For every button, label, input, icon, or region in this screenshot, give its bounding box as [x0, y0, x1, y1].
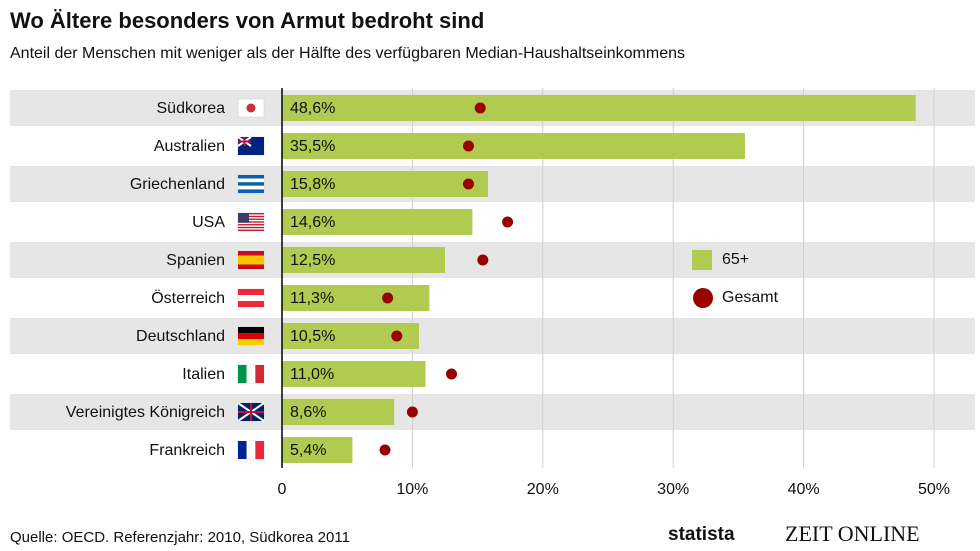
flag-stripe: [238, 189, 264, 193]
bar: [282, 209, 473, 235]
dot: [406, 406, 418, 418]
value-label: 5,4%: [290, 442, 326, 459]
dot: [462, 140, 474, 152]
flag-stripe: [246, 441, 256, 459]
flag-stripe: [255, 365, 264, 383]
flag-stripe: [238, 264, 264, 269]
flag-stripe: [238, 260, 264, 265]
flag-stripe: [238, 218, 264, 220]
bar: [282, 133, 745, 159]
y-tick-label: Frankreich: [149, 442, 225, 459]
bar: [282, 361, 426, 387]
bar: [282, 95, 916, 121]
x-tick-label: 40%: [788, 481, 820, 498]
flag-stripe: [246, 365, 256, 383]
flag-stripe: [238, 365, 247, 383]
dot: [477, 254, 489, 266]
flag-stripe: [238, 182, 264, 186]
flag-stripe: [238, 224, 264, 226]
bar: [282, 437, 353, 463]
flag-stripe: [238, 255, 264, 260]
source: Quelle: OECD. Referenzjahr: 2010, Südkor…: [10, 529, 350, 546]
row-band: [10, 242, 975, 278]
x-tick-label: 20%: [527, 481, 559, 498]
value-label: 11,0%: [290, 366, 334, 383]
flag-stripe: [238, 327, 264, 333]
dot: [474, 102, 486, 114]
flag-emblem: [246, 103, 256, 113]
legend-label: 65+: [722, 251, 749, 268]
dot: [502, 216, 514, 228]
legend-label: Gesamt: [722, 289, 779, 306]
y-tick-label: Südkorea: [157, 100, 226, 117]
row-band: [10, 318, 975, 354]
y-tick-label: Griechenland: [130, 176, 225, 193]
flag-stripe: [255, 441, 264, 459]
y-tick-label: Österreich: [151, 289, 225, 307]
row-band: [10, 394, 975, 430]
bar: [282, 285, 430, 311]
flag-stripe: [238, 213, 264, 215]
flag-stripe: [238, 289, 264, 295]
bar: [282, 171, 489, 197]
row-band: [10, 166, 975, 202]
chart-title: Wo Ältere besonders von Armut bedroht si…: [10, 8, 484, 33]
flag-stripe: [238, 221, 264, 223]
brand-statista: statista: [668, 524, 735, 545]
dot: [391, 330, 403, 342]
value-label: 15,8%: [290, 176, 335, 193]
bar: [282, 399, 395, 425]
value-label: 12,5%: [290, 252, 335, 269]
dot: [379, 444, 391, 456]
y-tick-label: USA: [192, 214, 225, 231]
value-label: 11,3%: [290, 290, 334, 307]
flag-stripe: [238, 175, 264, 179]
x-tick-label: 0: [278, 481, 287, 498]
bar: [282, 247, 445, 273]
flag-canton: [238, 213, 249, 223]
brand-zeit: ZEIT ONLINE: [785, 521, 920, 546]
flag-stripe: [238, 215, 264, 218]
x-tick-label: 30%: [657, 481, 689, 498]
y-tick-label: Spanien: [166, 252, 225, 269]
flag-stripe: [238, 339, 264, 345]
value-label: 8,6%: [290, 404, 326, 421]
dot: [462, 178, 474, 190]
legend-swatch: [693, 288, 713, 308]
value-label: 14,6%: [290, 214, 335, 231]
flag-stripe: [238, 226, 264, 229]
dot: [446, 368, 458, 380]
y-tick-label: Deutschland: [136, 328, 225, 345]
y-tick-label: Italien: [182, 366, 225, 383]
value-label: 35,5%: [290, 138, 335, 155]
legend-swatch: [692, 250, 712, 270]
flag-stripe: [238, 333, 264, 339]
dot: [382, 292, 394, 304]
flag-stripe: [238, 229, 264, 231]
flag-stripe: [238, 178, 264, 183]
value-label: 10,5%: [290, 328, 335, 345]
flag-stripe: [238, 251, 264, 256]
value-label: 48,6%: [290, 100, 335, 117]
x-tick-label: 50%: [918, 481, 950, 498]
flag-stripe: [238, 185, 264, 190]
flag-stripe: [238, 301, 264, 307]
x-tick-label: 10%: [396, 481, 428, 498]
chart-subtitle: Anteil der Menschen mit weniger als der …: [10, 45, 685, 62]
flag-stripe: [238, 295, 264, 301]
y-tick-label: Vereinigtes Königreich: [66, 404, 225, 421]
flag-stripe: [238, 441, 247, 459]
y-tick-label: Australien: [154, 138, 225, 155]
